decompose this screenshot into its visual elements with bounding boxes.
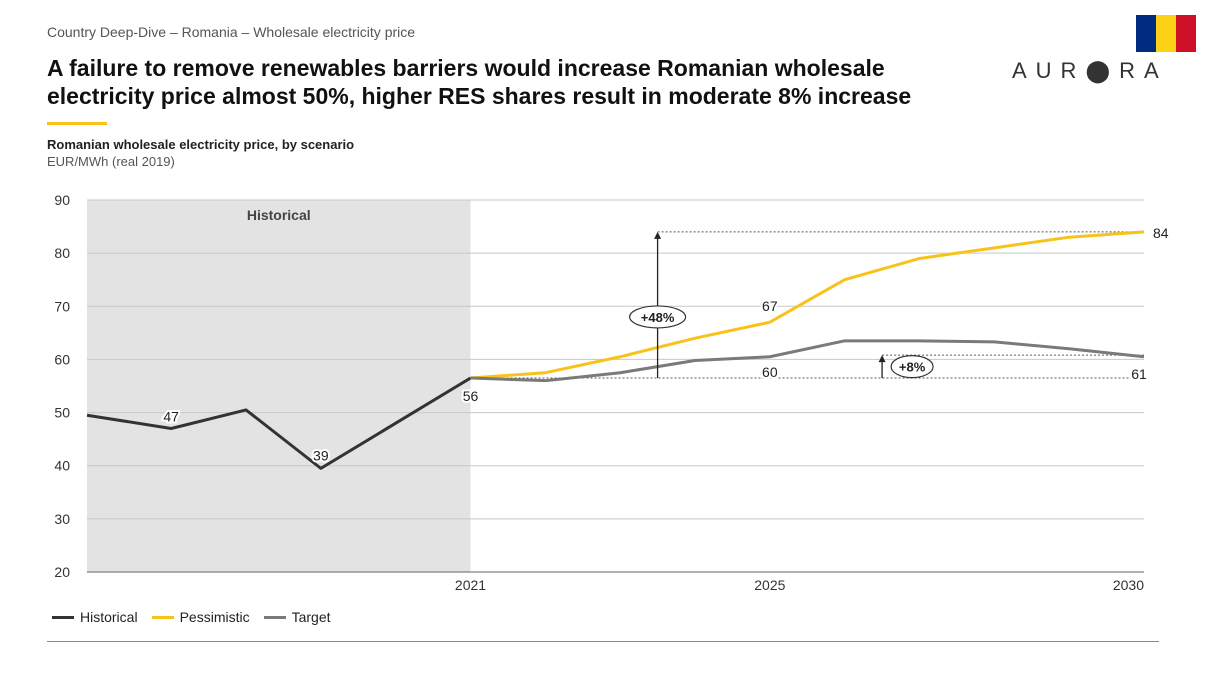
annotation-badge xyxy=(890,355,934,379)
chart-legend: Historical Pessimistic Target xyxy=(52,609,331,625)
legend-swatch xyxy=(52,615,74,619)
data-label: 39 xyxy=(313,447,329,463)
breadcrumb: Country Deep-Dive – Romania – Wholesale … xyxy=(47,24,416,40)
y-tick-label: 50 xyxy=(54,405,70,421)
y-tick-label: 40 xyxy=(54,458,70,474)
legend-label: Target xyxy=(291,609,331,625)
annotation-badge xyxy=(628,305,687,329)
legend-item-pessimistic: Pessimistic xyxy=(151,609,250,625)
flag-stripe-yellow xyxy=(1156,15,1176,52)
annotation-arrowhead xyxy=(878,355,886,363)
historical-shade xyxy=(87,200,471,572)
annotation-label: +8% xyxy=(899,360,926,375)
data-label: 67 xyxy=(762,298,778,314)
legend-swatch xyxy=(151,615,174,619)
data-label: 56 xyxy=(463,388,479,404)
y-tick-label: 30 xyxy=(54,511,70,527)
series-line-pessimistic xyxy=(470,230,1145,380)
data-label: 47 xyxy=(163,409,179,425)
title-underline xyxy=(47,122,107,125)
data-label: 84 xyxy=(1153,225,1169,241)
legend-item-historical: Historical xyxy=(52,609,138,625)
annotation-label: +48% xyxy=(641,310,675,325)
legend-label: Pessimistic xyxy=(179,609,250,625)
footer-divider xyxy=(47,641,1159,642)
y-tick-label: 80 xyxy=(54,245,70,261)
chart-unit: EUR/MWh (real 2019) xyxy=(47,154,175,169)
flag-stripe-blue xyxy=(1136,15,1156,52)
aurora-logo: AUR⬤RA xyxy=(1012,58,1168,83)
series-line-historical xyxy=(86,376,472,470)
page-title: A failure to remove renewables barriers … xyxy=(47,55,912,109)
y-tick-label: 90 xyxy=(54,192,70,208)
annotation-arrowhead xyxy=(654,231,662,239)
flag-stripe-red xyxy=(1176,15,1196,52)
y-tick-label: 20 xyxy=(54,564,70,580)
x-tick-label: 2025 xyxy=(754,577,785,593)
legend-item-target: Target xyxy=(263,609,331,625)
historical-label: Historical xyxy=(247,207,311,223)
series-line-target xyxy=(470,339,1145,383)
romania-flag-icon xyxy=(1136,15,1196,52)
legend-label: Historical xyxy=(80,609,138,625)
y-tick-label: 60 xyxy=(54,351,70,367)
y-tick-label: 70 xyxy=(54,298,70,314)
x-tick-label: 2021 xyxy=(455,577,486,593)
chart-title: Romanian wholesale electricity price, by… xyxy=(47,137,355,152)
data-label: 60 xyxy=(762,364,778,380)
x-tick-label: 2030 xyxy=(1113,577,1144,593)
data-label: 61 xyxy=(1131,366,1147,382)
legend-swatch xyxy=(263,615,286,619)
